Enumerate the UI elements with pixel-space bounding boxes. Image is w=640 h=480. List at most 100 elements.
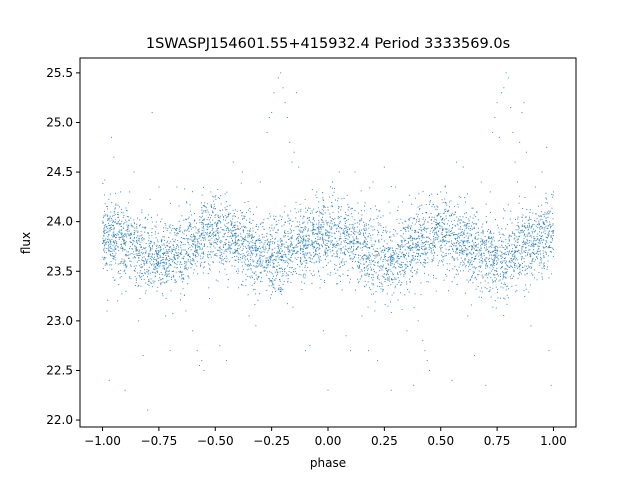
scatter-point: [138, 249, 140, 251]
scatter-point: [476, 243, 478, 245]
scatter-point: [441, 237, 443, 239]
scatter-point: [421, 242, 423, 244]
scatter-point: [535, 225, 537, 227]
scatter-point: [499, 246, 501, 248]
scatter-point: [401, 308, 403, 310]
scatter-point: [501, 240, 503, 242]
scatter-point: [435, 208, 437, 210]
scatter-point: [159, 256, 161, 258]
scatter-point: [132, 244, 134, 246]
scatter-point: [361, 257, 363, 259]
scatter-point: [521, 259, 522, 261]
scatter-point: [370, 277, 372, 279]
scatter-point: [203, 239, 205, 241]
scatter-point: [174, 232, 176, 234]
scatter-point: [351, 216, 353, 218]
scatter-point: [211, 226, 213, 228]
scatter-point: [477, 231, 479, 233]
scatter-point: [384, 258, 386, 260]
scatter-point: [269, 278, 271, 280]
scatter-point: [226, 257, 228, 259]
scatter-point: [536, 252, 538, 254]
scatter-point: [366, 265, 368, 267]
scatter-point: [214, 242, 216, 244]
scatter-point: [433, 255, 435, 257]
scatter-point: [422, 253, 424, 255]
scatter-point: [321, 212, 323, 214]
scatter-point: [507, 253, 509, 255]
scatter-point: [446, 192, 448, 194]
scatter-point: [169, 264, 171, 265]
scatter-point: [267, 250, 269, 252]
scatter-point: [197, 232, 199, 234]
scatter-point: [312, 245, 314, 247]
scatter-point: [513, 275, 515, 277]
scatter-point: [454, 225, 456, 227]
scatter-point: [265, 267, 267, 269]
scatter-point: [354, 233, 356, 235]
scatter-point: [502, 260, 504, 262]
scatter-point: [172, 225, 174, 227]
scatter-point: [373, 268, 375, 270]
scatter-point: [474, 238, 476, 240]
scatter-point: [503, 297, 505, 299]
scatter-point: [281, 240, 283, 242]
scatter-point: [253, 272, 255, 274]
scatter-point: [206, 231, 208, 233]
scatter-point: [543, 228, 545, 230]
scatter-point: [537, 253, 539, 255]
scatter-point: [298, 211, 300, 213]
scatter-point: [479, 265, 481, 267]
scatter-point: [373, 264, 375, 266]
scatter-point: [156, 255, 158, 257]
scatter-point: [526, 226, 528, 228]
scatter-point: [382, 251, 384, 253]
scatter-point: [166, 267, 168, 269]
scatter-point: [219, 249, 221, 251]
scatter-point: [268, 244, 270, 246]
scatter-point: [399, 258, 401, 260]
scatter-point: [164, 282, 166, 284]
scatter-point: [263, 228, 265, 230]
scatter-point: [405, 258, 407, 260]
scatter-point: [388, 264, 390, 266]
scatter-point: [464, 224, 466, 226]
scatter-point: [317, 207, 319, 209]
scatter-point: [235, 234, 237, 236]
scatter-point: [466, 279, 468, 281]
scatter-point: [251, 250, 253, 252]
scatter-point: [435, 277, 437, 279]
scatter-point: [417, 244, 419, 246]
scatter-point: [451, 227, 453, 229]
scatter-point: [417, 237, 419, 239]
scatter-point: [382, 215, 384, 217]
scatter-point: [523, 251, 525, 253]
scatter-point: [177, 233, 179, 235]
scatter-point: [424, 266, 426, 268]
scatter-point: [350, 257, 352, 259]
scatter-point: [268, 256, 270, 258]
scatter-point: [204, 234, 206, 236]
scatter-point: [128, 235, 130, 237]
scatter-point: [333, 246, 335, 248]
scatter-point: [409, 235, 411, 237]
scatter-point: [475, 249, 477, 251]
scatter-point: [411, 259, 413, 261]
scatter-point: [209, 243, 211, 245]
scatter-point: [442, 213, 444, 215]
scatter-point: [179, 271, 181, 273]
scatter-point: [413, 246, 415, 248]
scatter-point: [129, 276, 131, 278]
scatter-point: [472, 282, 474, 284]
scatter-point: [290, 254, 292, 256]
scatter-point: [304, 252, 306, 254]
scatter-point: [287, 232, 289, 234]
scatter-point: [148, 246, 150, 248]
scatter-point: [156, 264, 158, 266]
scatter-point: [425, 248, 427, 250]
scatter-point: [276, 269, 278, 271]
scatter-point: [457, 270, 459, 272]
scatter-point: [114, 208, 116, 210]
scatter-point: [525, 216, 527, 218]
